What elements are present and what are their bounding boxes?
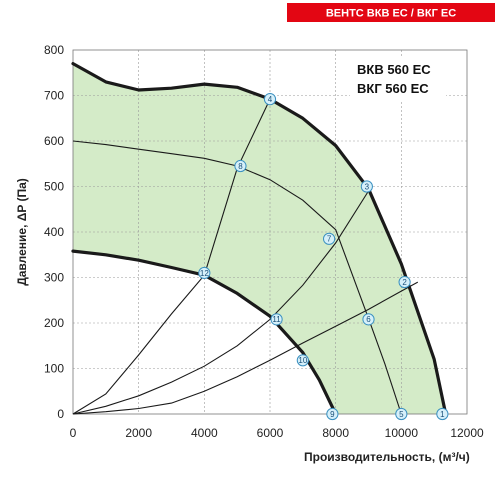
point-marker-label: 5: [399, 410, 404, 419]
x-tick-label: 4000: [191, 426, 218, 440]
header-badge: ВЕНТС ВКВ ЕС / ВКГ ЕС: [287, 3, 495, 22]
x-tick-label: 2000: [125, 426, 152, 440]
point-marker-label: 10: [298, 356, 307, 365]
point-marker-6: [362, 313, 375, 326]
point-marker-label: 1: [440, 410, 445, 419]
point-marker-label: 8: [238, 162, 243, 171]
x-tick-label: 6000: [257, 426, 284, 440]
point-marker-8: [234, 159, 247, 173]
point-marker-10: [296, 354, 309, 367]
y-tick-label: 0: [57, 407, 64, 421]
series-line-4: [72, 281, 419, 415]
y-tick-label: 800: [44, 43, 64, 57]
x-tick-label: 10000: [385, 426, 419, 440]
y-tick-label: 600: [44, 134, 64, 148]
series-line-3: [72, 140, 402, 415]
model-label-background: [350, 58, 446, 100]
operating-area: [73, 63, 446, 414]
point-marker-11: [270, 313, 283, 326]
y-tick-label: 400: [44, 225, 64, 239]
point-marker-7: [323, 232, 336, 245]
plot-frame: [72, 49, 468, 415]
point-marker-1: [436, 407, 449, 421]
point-marker-label: 4: [268, 95, 273, 104]
series-line-5: [72, 190, 369, 415]
point-marker-2: [398, 275, 411, 289]
series-line-2: [71, 249, 338, 416]
x-tick-label: 8000: [322, 426, 349, 440]
x-axis-label: Производительность, (м³/ч): [304, 450, 470, 464]
point-marker-4: [263, 93, 277, 106]
badge-background: [287, 3, 495, 22]
badge-text: ВЕНТС ВКВ ЕС / ВКГ ЕС: [326, 8, 456, 20]
point-marker-12: [198, 266, 211, 280]
point-marker-label: 3: [365, 182, 370, 191]
x-tick-label: 0: [70, 426, 77, 440]
y-tick-label: 100: [44, 362, 64, 376]
point-marker-label: 7: [327, 235, 332, 244]
model-label-2: ВКГ 560 ЕС: [357, 81, 429, 96]
point-marker-label: 11: [272, 315, 281, 324]
shaded-area: [73, 63, 446, 414]
y-tick-label: 300: [44, 271, 64, 285]
x-tick-label: 12000: [450, 426, 484, 440]
point-marker-label: 2: [402, 278, 407, 287]
point-marker-9: [326, 407, 339, 421]
y-tick-label: 200: [44, 316, 64, 330]
point-marker-5: [395, 407, 408, 421]
y-axis-label: Давление, ΔP (Па): [15, 178, 29, 286]
model-label-1: ВКВ 560 ЕС: [357, 62, 431, 77]
y-tick-label: 700: [44, 89, 64, 103]
y-tick-label: 500: [44, 180, 64, 194]
point-marker-3: [360, 180, 373, 193]
point-marker-label: 12: [200, 269, 209, 278]
ticks: 0 2000 4000 6000 8000 10000 12000 0 100 200 300 400…: [44, 43, 484, 440]
point-marker-label: 9: [330, 410, 335, 419]
point-marker-label: 6: [366, 315, 371, 324]
